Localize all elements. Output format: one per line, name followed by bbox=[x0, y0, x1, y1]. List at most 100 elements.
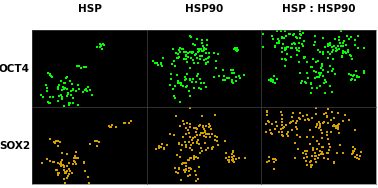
Point bbox=[194, 127, 200, 130]
Point bbox=[71, 160, 77, 163]
Point bbox=[64, 87, 70, 90]
Point bbox=[294, 127, 300, 130]
Point bbox=[293, 125, 299, 128]
Point bbox=[278, 29, 284, 32]
Point bbox=[199, 114, 205, 118]
Point bbox=[81, 160, 87, 163]
Point bbox=[205, 57, 211, 60]
Point bbox=[67, 169, 73, 172]
Point bbox=[191, 61, 197, 64]
Point bbox=[314, 148, 320, 151]
Point bbox=[289, 42, 295, 45]
Point bbox=[266, 79, 272, 82]
Point bbox=[202, 142, 208, 145]
Point bbox=[174, 57, 180, 60]
Point bbox=[203, 62, 209, 65]
Point bbox=[186, 170, 192, 173]
Point bbox=[164, 144, 170, 147]
Point bbox=[305, 77, 311, 80]
Point bbox=[55, 174, 61, 177]
Point bbox=[296, 61, 302, 64]
Point bbox=[282, 29, 288, 32]
Point bbox=[96, 46, 102, 49]
Point bbox=[60, 85, 66, 88]
Point bbox=[206, 132, 212, 135]
Point bbox=[156, 147, 162, 150]
Point bbox=[187, 147, 193, 150]
Point bbox=[265, 120, 271, 123]
Point bbox=[303, 160, 309, 163]
Point bbox=[325, 71, 331, 74]
Point bbox=[64, 152, 70, 155]
Point bbox=[201, 46, 207, 49]
Text: SOX2: SOX2 bbox=[0, 141, 30, 151]
Point bbox=[317, 50, 323, 53]
Point bbox=[185, 55, 191, 58]
Point bbox=[343, 44, 349, 47]
Point bbox=[349, 153, 355, 156]
Point bbox=[342, 50, 348, 53]
Point bbox=[180, 161, 186, 164]
Point bbox=[273, 159, 279, 162]
Point bbox=[192, 135, 198, 138]
Point bbox=[335, 44, 341, 47]
Point bbox=[319, 146, 325, 149]
Point bbox=[294, 49, 300, 52]
Point bbox=[220, 78, 226, 81]
Point bbox=[197, 124, 203, 127]
Point bbox=[172, 65, 178, 68]
Point bbox=[195, 138, 201, 141]
Point bbox=[315, 157, 321, 160]
Point bbox=[212, 114, 218, 117]
Point bbox=[281, 37, 287, 40]
Point bbox=[188, 167, 194, 170]
Point bbox=[289, 46, 295, 49]
Point bbox=[320, 68, 326, 71]
Point bbox=[280, 126, 286, 129]
Point bbox=[225, 158, 231, 161]
Point bbox=[156, 145, 162, 148]
Point bbox=[70, 88, 76, 91]
Point bbox=[328, 69, 335, 72]
Point bbox=[175, 56, 181, 59]
Point bbox=[184, 73, 190, 76]
Point bbox=[222, 79, 228, 82]
Point bbox=[328, 130, 334, 133]
Point bbox=[260, 45, 266, 49]
Point bbox=[187, 157, 193, 160]
Point bbox=[64, 94, 70, 97]
Point bbox=[183, 54, 189, 57]
Point bbox=[206, 125, 212, 128]
Point bbox=[187, 95, 194, 98]
Point bbox=[341, 52, 347, 55]
Point bbox=[280, 134, 286, 137]
Point bbox=[82, 65, 88, 68]
Point bbox=[152, 62, 158, 65]
Point bbox=[75, 156, 81, 159]
Point bbox=[195, 156, 201, 159]
Point bbox=[266, 120, 272, 123]
Point bbox=[176, 81, 182, 84]
Point bbox=[47, 102, 53, 105]
Point bbox=[353, 69, 359, 72]
Point bbox=[174, 153, 180, 156]
Point bbox=[291, 41, 297, 44]
Point bbox=[361, 72, 367, 75]
Point bbox=[333, 124, 339, 127]
Point bbox=[300, 31, 306, 34]
Point bbox=[182, 140, 188, 143]
Point bbox=[294, 37, 300, 40]
Text: HSP: HSP bbox=[77, 4, 101, 14]
Point bbox=[333, 127, 339, 130]
Point bbox=[183, 55, 189, 58]
Point bbox=[215, 144, 221, 147]
Point bbox=[212, 139, 218, 142]
Point bbox=[310, 147, 316, 150]
Point bbox=[182, 78, 188, 81]
Point bbox=[305, 118, 311, 121]
Point bbox=[231, 155, 237, 158]
Point bbox=[330, 67, 336, 70]
Point bbox=[290, 119, 296, 122]
Point bbox=[61, 164, 67, 167]
Point bbox=[223, 152, 229, 155]
